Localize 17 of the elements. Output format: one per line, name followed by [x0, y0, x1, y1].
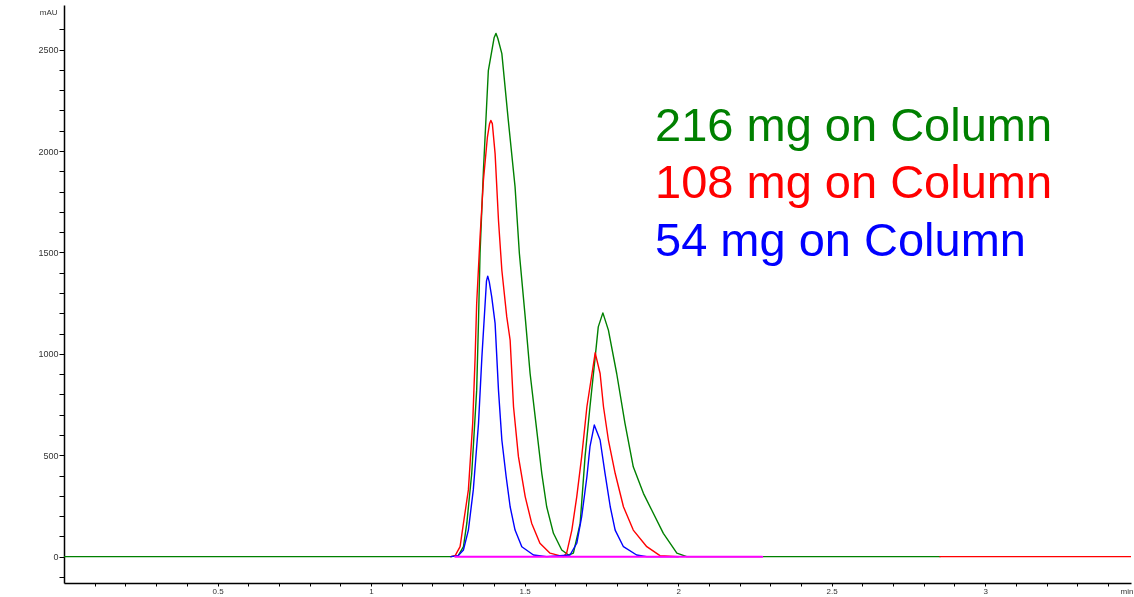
y-tick-label: 1000 [38, 349, 59, 360]
x-tick-label: 1.5 [519, 586, 532, 596]
y-tick-label: 2500 [38, 45, 59, 56]
y-axis-title: mAU [39, 7, 58, 17]
x-axis-title: min [1120, 586, 1134, 596]
text: 216 mg on Column [655, 98, 1053, 151]
y-tick-label: 500 [43, 450, 59, 461]
x-tick-label: 2.5 [826, 586, 839, 596]
x-tick-label: 0.5 [212, 586, 225, 596]
x-tick-label: 1 [369, 586, 375, 596]
y-tick-label: 0 [53, 552, 59, 563]
x-tick-label: 3 [983, 586, 989, 596]
y-tick-label: 2000 [38, 146, 59, 157]
y-tick-label: 1500 [38, 247, 59, 258]
text: 54 mg on Column [655, 212, 1026, 266]
text: 108 mg on Column [655, 155, 1053, 209]
x-tick-label: 2 [676, 586, 682, 596]
